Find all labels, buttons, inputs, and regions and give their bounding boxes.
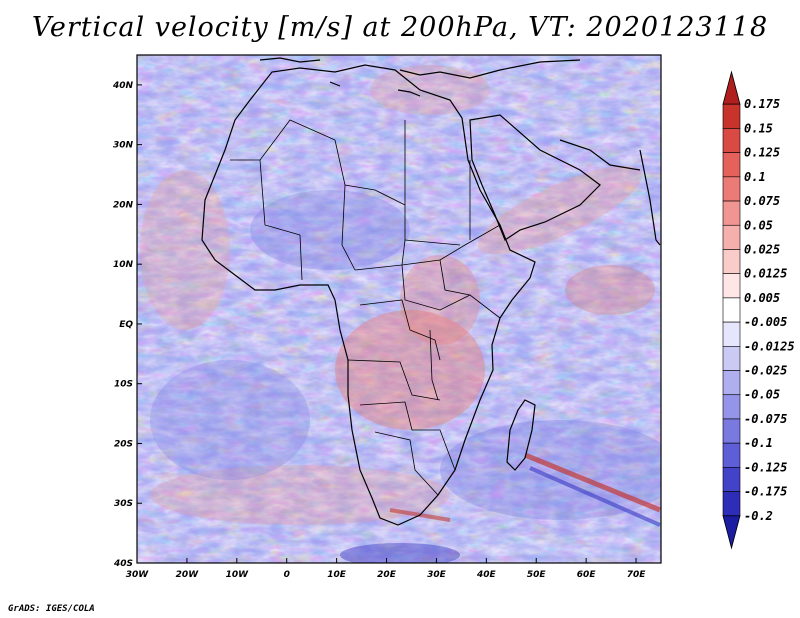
colorbar-label: -0.05 [744,388,780,402]
colorbar-label: 0.175 [744,97,780,111]
y-tick-label: 40N [112,81,134,91]
x-tick-label: 20E [377,570,397,580]
colorbar-label: -0.075 [744,412,787,426]
colorbar-label: -0.025 [744,364,787,378]
colorbar-label: -0.1 [744,436,773,450]
y-tick-label: 30S [114,499,133,509]
x-tick-label: 0 [284,570,290,580]
y-tick-label: 30N [113,141,134,151]
x-tick-label: 70E [627,570,647,580]
colorbar: 0.175 0.15 0.125 0.1 0.075 0.05 0.025 0.0125 0.0… [722,70,795,550]
colorbar-swatch [722,152,741,178]
map-plot-area[interactable] [137,55,680,567]
colorbar-swatch [722,273,741,299]
x-tick-label: 20W [176,570,200,580]
colorbar-swatch [722,370,741,396]
x-tick-label: 30E [427,570,447,580]
colorbar-label: 0.15 [744,121,773,135]
y-tick-label: 20N [113,200,134,210]
chart-title: Vertical velocity [m/s] at 200hPa, VT: 2… [31,12,769,43]
colorbar-swatch [722,200,741,226]
colorbar-label: -0.125 [744,460,787,474]
x-tick-label: 10W [226,570,250,580]
colorbar-label: 0.05 [744,218,773,232]
colorbar-swatch [722,346,741,371]
y-tick-label: 40S [113,559,133,569]
colorbar-swatch [722,491,741,517]
y-tick-label: 20S [114,439,133,449]
colorbar-swatch [722,128,741,153]
colorbar-label: 0.125 [744,146,780,160]
colorbar-swatch [722,418,741,444]
colorbar-swatch [722,321,741,347]
colorbar-swatch [722,297,741,323]
colorbar-swatch [722,103,741,129]
colorbar-swatch [722,176,741,202]
colorbar-label: -0.175 [744,485,787,499]
colorbar-label: -0.005 [744,315,787,329]
colorbar-swatch [722,249,741,274]
x-tick-label: 50E [527,570,547,580]
y-tick-label: 10S [114,380,133,390]
colorbar-label: -0.2 [744,509,773,523]
y-axis: 40N 30N 20N 10N EQ 10S 20S 30S 40S [112,81,142,569]
colorbar-swatch [722,467,741,492]
x-tick-label: 10E [327,570,347,580]
colorbar-label: 0.025 [744,242,780,256]
x-tick-label: 30W [126,570,150,580]
x-tick-label: 60E [577,570,597,580]
colorbar-swatch [722,224,741,250]
colorbar-swatch [722,515,741,550]
x-axis: 30W 20W 10W 0 10E 20E 30E 40E 50E 60E 70E [126,558,646,580]
colorbar-swatch [722,394,741,420]
y-tick-label: 10N [113,260,134,270]
colorbar-label: 0.005 [744,291,780,305]
colorbar-swatch [722,442,741,468]
country-borders [230,119,501,496]
colorbar-swatch [722,70,741,105]
y-tick-label: EQ [119,320,133,330]
colorbar-label: 0.0125 [744,267,787,281]
colorbar-label: 0.075 [744,194,780,208]
colorbar-label: 0.1 [744,170,766,184]
colorbar-label: -0.0125 [744,339,795,353]
footer-credit: GrADS: IGES/COLA [8,604,95,614]
x-tick-label: 40E [476,570,497,580]
